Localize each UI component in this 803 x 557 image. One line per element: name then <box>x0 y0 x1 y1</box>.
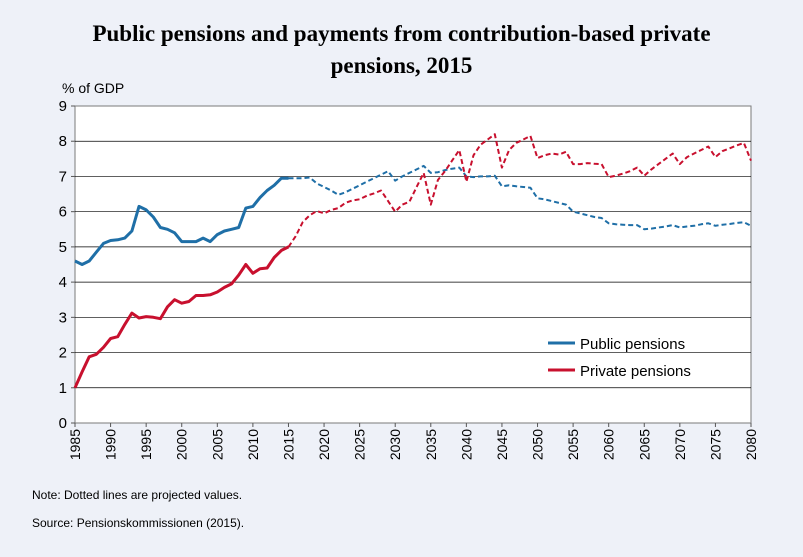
series-line-historical-1 <box>73 245 290 389</box>
y-tick-label: 8 <box>59 133 67 150</box>
y-tick-label: 3 <box>59 309 67 326</box>
x-tick-label: 1995 <box>138 429 154 460</box>
chart-title-line-1: Public pensions and payments from contri… <box>92 21 711 46</box>
chart-title-line-2: pensions, 2015 <box>330 53 473 78</box>
y-tick-label: 2 <box>59 345 67 362</box>
x-tick-label: 2010 <box>245 429 261 460</box>
y-tick-label: 1 <box>59 380 67 397</box>
source-note: Source: Pensionskommissionen (2015). <box>32 516 245 530</box>
x-tick-label: 2040 <box>458 429 474 460</box>
x-tick-label: 2075 <box>707 429 723 460</box>
x-tick-label: 1990 <box>103 429 119 460</box>
x-tick-label: 2025 <box>352 429 368 460</box>
y-tick-label: 4 <box>59 274 67 291</box>
chart-title: Public pensions and payments from contri… <box>0 18 803 82</box>
x-tick-label: 2050 <box>530 429 546 460</box>
legend: Public pensions Private pensions <box>548 336 691 380</box>
x-tick-label: 2045 <box>494 429 510 460</box>
y-axis-label: % of GDP <box>62 80 125 96</box>
y-tick-label: 7 <box>59 168 67 185</box>
x-tick-label: 2005 <box>209 429 225 460</box>
x-tick-label: 1985 <box>67 429 83 460</box>
series-line-projected-0 <box>288 164 752 231</box>
y-tick-label: 5 <box>59 239 67 256</box>
y-tick-label: 9 <box>59 98 67 115</box>
x-tick-label: 2015 <box>280 429 296 460</box>
plot-area <box>74 105 752 424</box>
x-tick-label: 2000 <box>174 429 190 460</box>
x-tick-label: 2020 <box>316 429 332 460</box>
x-tick-label: 2080 <box>743 429 759 460</box>
series-line-historical-0 <box>74 176 289 266</box>
x-tick-label: 2035 <box>423 429 439 460</box>
legend-label: Private pensions <box>580 363 691 380</box>
x-tick-label: 2030 <box>387 429 403 460</box>
y-tick-label: 6 <box>59 204 67 221</box>
gridlines <box>75 140 751 389</box>
series-lines <box>73 133 752 389</box>
footnote: Note: Dotted lines are projected values. <box>32 488 243 502</box>
y-tick-label: 0 <box>59 415 67 432</box>
x-tick-label: 2060 <box>601 429 617 460</box>
y-axis-ticks: 0 1 2 3 4 5 6 7 8 9 <box>59 98 75 432</box>
x-axis-ticks: 1985 1990 1995 2000 2005 2010 2015 2020 2025 2030… <box>67 423 759 460</box>
legend-label: Public pensions <box>580 336 685 353</box>
x-tick-label: 2065 <box>636 429 652 460</box>
x-tick-label: 2070 <box>672 429 688 460</box>
x-tick-label: 2055 <box>565 429 581 460</box>
series-line-projected-1 <box>287 133 752 248</box>
